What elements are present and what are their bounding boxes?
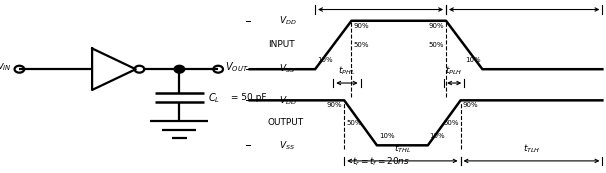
Text: $V_{DD}$: $V_{DD}$ bbox=[279, 94, 296, 107]
Text: 50%: 50% bbox=[443, 120, 459, 126]
Text: 10%: 10% bbox=[430, 133, 445, 139]
Text: INPUT: INPUT bbox=[268, 40, 295, 49]
Text: 50%: 50% bbox=[346, 120, 362, 126]
Text: 90%: 90% bbox=[353, 23, 369, 29]
Text: = 50 pF: = 50 pF bbox=[228, 93, 267, 102]
Text: $V_{OUT}$: $V_{OUT}$ bbox=[225, 60, 249, 74]
Text: 90%: 90% bbox=[462, 102, 478, 108]
Text: $t_r = t_f = 20ns$: $t_r = t_f = 20ns$ bbox=[351, 155, 410, 168]
Text: 50%: 50% bbox=[428, 42, 444, 48]
Text: 90%: 90% bbox=[327, 102, 342, 108]
Text: $t_{PLH}$: $t_{PLH}$ bbox=[445, 65, 463, 77]
Text: 10%: 10% bbox=[379, 133, 395, 139]
Text: OUTPUT: OUTPUT bbox=[268, 118, 304, 127]
Text: 10%: 10% bbox=[317, 57, 333, 63]
Text: $t_r$: $t_r$ bbox=[376, 0, 385, 3]
Text: $t_{TLH}$: $t_{TLH}$ bbox=[523, 142, 540, 155]
Text: $t_f$: $t_f$ bbox=[520, 0, 528, 3]
Text: $C_L$: $C_L$ bbox=[208, 91, 221, 105]
Text: 10%: 10% bbox=[465, 57, 481, 63]
Text: $t_{PHL}$: $t_{PHL}$ bbox=[338, 65, 356, 77]
Text: 50%: 50% bbox=[353, 42, 369, 48]
Text: 90%: 90% bbox=[428, 23, 444, 29]
Text: $V_{SS}$: $V_{SS}$ bbox=[279, 63, 295, 75]
Text: $V_{SS}$: $V_{SS}$ bbox=[279, 139, 295, 152]
Text: $t_{THL}$: $t_{THL}$ bbox=[394, 142, 411, 155]
Circle shape bbox=[175, 66, 184, 73]
Text: $v_{IN}$: $v_{IN}$ bbox=[0, 61, 12, 72]
Text: $V_{DD}$: $V_{DD}$ bbox=[279, 15, 296, 27]
